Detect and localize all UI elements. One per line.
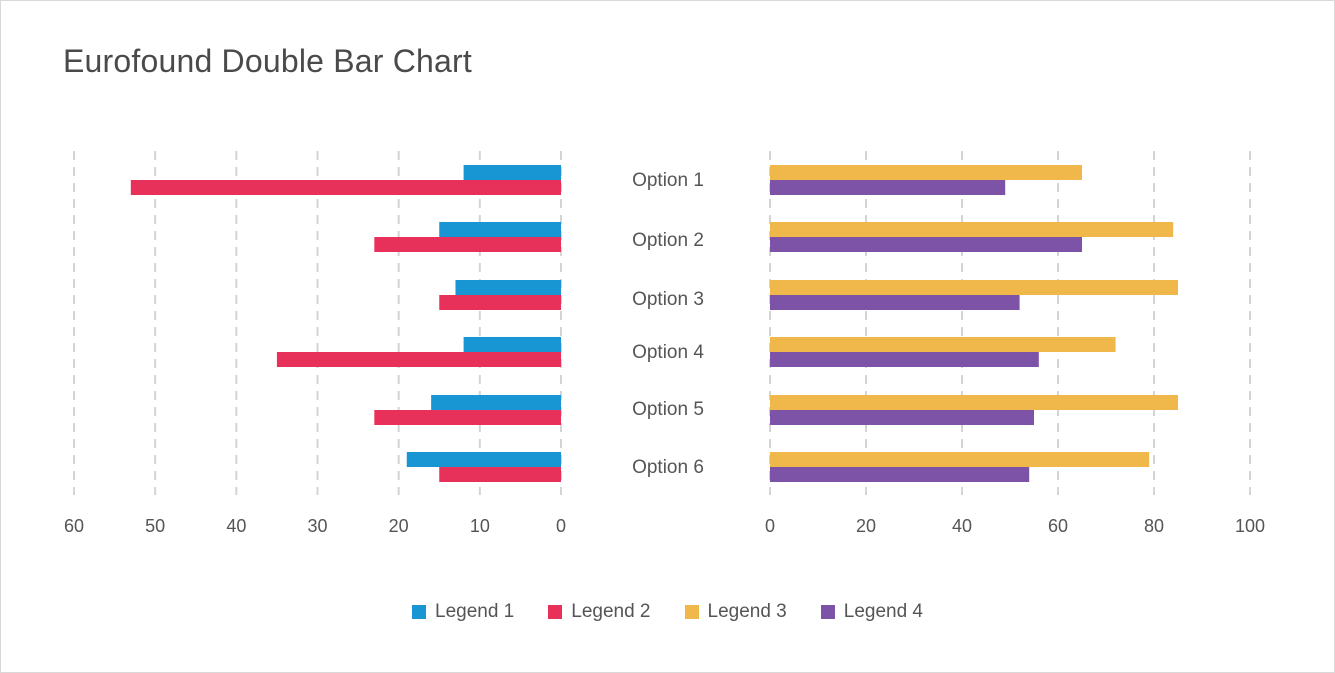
- category-label: Option 4: [632, 342, 704, 363]
- left-x-tick-label: 20: [389, 516, 409, 536]
- bar-legend-4: [770, 410, 1034, 425]
- right-x-tick-label: 0: [765, 516, 775, 536]
- left-x-tick-label: 40: [226, 516, 246, 536]
- category-label: Option 5: [632, 399, 704, 420]
- left-x-tick-label: 10: [470, 516, 490, 536]
- legend-label-1: Legend 1: [435, 601, 515, 622]
- legend-item-3: Legend 3: [684, 601, 787, 623]
- bar-legend-2: [439, 295, 561, 310]
- right-x-tick-label: 100: [1235, 516, 1265, 536]
- legend-label-2: Legend 2: [571, 601, 651, 622]
- bar-legend-1: [463, 337, 561, 352]
- bar-legend-1: [431, 395, 561, 410]
- right-x-tick-label: 40: [952, 516, 972, 536]
- legend-item-2: Legend 2: [548, 601, 651, 623]
- chart-title: Eurofound Double Bar Chart: [63, 43, 472, 79]
- bar-legend-4: [770, 467, 1030, 482]
- legend-swatch-2: [548, 605, 563, 619]
- right-x-tick-label: 20: [856, 516, 876, 536]
- bar-legend-1: [406, 452, 561, 467]
- bar-legend-4: [770, 352, 1039, 367]
- legend-swatch-4: [820, 605, 835, 619]
- bar-legend-4: [770, 295, 1020, 310]
- bar-legend-3: [770, 452, 1150, 467]
- category-label: Option 6: [632, 457, 704, 478]
- left-x-tick-label: 50: [145, 516, 165, 536]
- left-x-tick-label: 60: [64, 516, 84, 536]
- bar-legend-3: [770, 395, 1178, 410]
- bar-legend-1: [463, 165, 561, 180]
- bar-legend-2: [439, 467, 561, 482]
- bar-legend-1: [455, 280, 561, 295]
- bar-legend-3: [770, 165, 1082, 180]
- bar-legend-3: [770, 280, 1178, 295]
- right-x-tick-label: 60: [1048, 516, 1068, 536]
- legend-label-4: Legend 4: [843, 601, 923, 622]
- bar-legend-2: [374, 237, 561, 252]
- legend-label-3: Legend 3: [707, 601, 787, 622]
- chart-legend: Legend 1 Legend 2 Legend 3 Legend 4: [1, 601, 1334, 623]
- category-label: Option 1: [632, 170, 704, 191]
- left-x-tick-label: 0: [556, 516, 566, 536]
- legend-item-1: Legend 1: [412, 601, 514, 623]
- bar-legend-1: [439, 222, 561, 237]
- legend-item-4: Legend 4: [820, 601, 923, 623]
- bar-legend-4: [770, 237, 1082, 252]
- legend-swatch-1: [412, 605, 426, 619]
- category-label: Option 2: [632, 230, 704, 251]
- category-label: Option 3: [632, 289, 704, 310]
- bar-legend-2: [276, 352, 561, 367]
- legend-swatch-3: [684, 605, 699, 619]
- bar-legend-3: [770, 337, 1116, 352]
- left-x-tick-label: 30: [307, 516, 327, 536]
- bar-legend-2: [374, 410, 561, 425]
- bar-legend-3: [770, 222, 1174, 237]
- right-x-tick-label: 80: [1144, 516, 1164, 536]
- bar-legend-4: [770, 180, 1006, 195]
- bar-legend-2: [130, 180, 562, 195]
